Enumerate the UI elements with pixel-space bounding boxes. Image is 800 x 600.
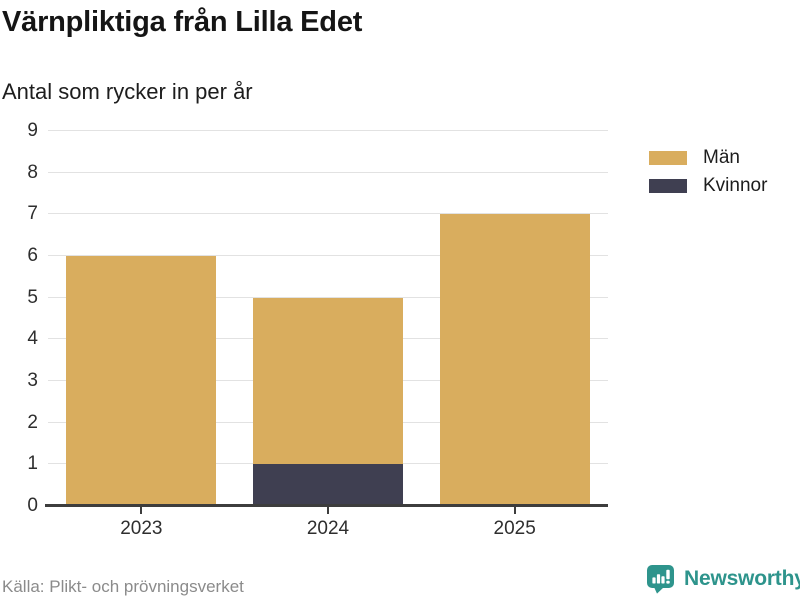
- x-tick-2024: [327, 506, 329, 514]
- y-tick-label-2: 2: [27, 411, 38, 433]
- source-text: Källa: Plikt- och prövningsverket: [2, 577, 244, 596]
- legend: Män Kvinnor: [649, 147, 768, 207]
- y-tick-label-0: 0: [27, 495, 38, 516]
- legend-label-man: Män: [703, 147, 740, 168]
- x-tick-label-2024: 2024: [306, 518, 350, 539]
- chart-subtitle: Antal som rycker in per år: [2, 79, 253, 104]
- gridline-y9: [48, 130, 608, 131]
- x-axis-line: [45, 504, 608, 507]
- y-tick-label-1: 1: [27, 453, 38, 475]
- gridline-y7: [48, 213, 608, 215]
- y-tick-label-4: 4: [27, 328, 38, 350]
- x-tick-label-2025: 2025: [493, 518, 536, 539]
- legend-swatch-kvinnor: [649, 179, 687, 193]
- legend-label-kvinnor: Kvinnor: [703, 175, 768, 196]
- y-tick-label-5: 5: [27, 286, 38, 308]
- chart-title: Värnpliktiga från Lilla Edet: [2, 6, 363, 38]
- brand-logo[interactable]: Newsworthy: [646, 564, 800, 594]
- y-axis-labels: 0 1 2 3 4 5 6 7 8 9: [0, 121, 38, 516]
- plot-area: 2023 2024 2025: [48, 130, 608, 539]
- bar-chart-speech-bubble-icon: [647, 565, 674, 594]
- y-tick-label-3: 3: [27, 370, 38, 391]
- x-tick-2025: [513, 506, 516, 514]
- bar-2024-män: [253, 297, 403, 465]
- bar-2023-män: [66, 256, 217, 506]
- gridline-y5: [48, 296, 608, 298]
- gridline-y6: [48, 255, 608, 256]
- brand-name: Newsworthy: [684, 567, 800, 590]
- y-tick-label-9: 9: [27, 120, 38, 141]
- legend-item-man: Män: [649, 147, 767, 168]
- y-tick-label-7: 7: [27, 203, 38, 225]
- bar-2025-män: [439, 214, 590, 506]
- legend-item-kvinnor: Kvinnor: [649, 175, 768, 196]
- gridline-y8: [48, 171, 608, 173]
- x-tick-2023: [140, 506, 143, 514]
- bar-2024-kvinnor: [253, 464, 403, 506]
- x-tick-label-2023: 2023: [120, 518, 163, 539]
- y-tick-label-8: 8: [27, 161, 38, 183]
- y-tick-label-6: 6: [27, 245, 38, 266]
- legend-swatch-man: [649, 151, 687, 165]
